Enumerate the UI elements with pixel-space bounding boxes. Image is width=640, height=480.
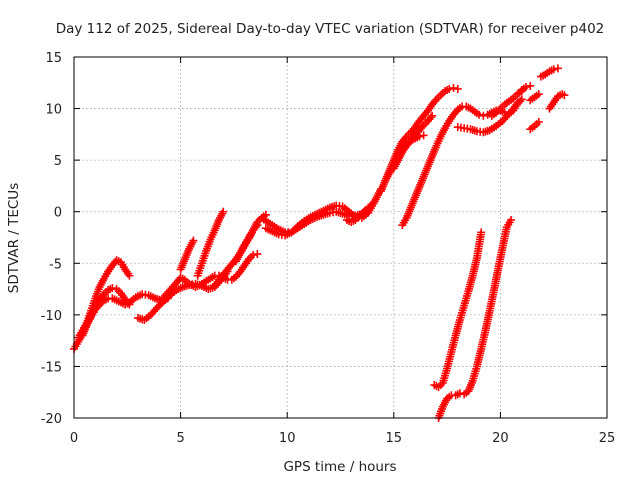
chart-title: Day 112 of 2025, Sidereal Day-to-day VTE… <box>56 21 605 37</box>
data-point <box>517 95 526 104</box>
x-tick-label: 0 <box>70 431 78 446</box>
y-tick-label: 15 <box>45 51 62 66</box>
data-point <box>534 90 543 99</box>
x-tick-label: 15 <box>386 431 403 446</box>
data-point <box>560 91 569 100</box>
data-point <box>428 111 437 120</box>
x-tick-label: 25 <box>599 431 616 446</box>
y-tick-label: -15 <box>41 360 62 375</box>
x-tick-label: 5 <box>176 431 184 446</box>
data-point <box>477 228 486 237</box>
x-tick-labels: 0 5 10 15 20 25 <box>70 431 615 446</box>
x-axis-label: GPS time / hours <box>283 459 396 475</box>
data-point <box>534 117 543 126</box>
tick-marks <box>73 56 608 419</box>
data-point <box>253 221 262 230</box>
data-point <box>507 215 516 224</box>
data-point <box>455 389 464 398</box>
y-tick-label: 10 <box>45 103 62 118</box>
data-point <box>453 84 462 93</box>
y-tick-label: -5 <box>49 257 62 272</box>
data-point <box>125 271 134 280</box>
data-point <box>253 250 262 259</box>
grid <box>74 57 607 418</box>
y-axis-label: SDTVAR / TECUs <box>6 183 22 293</box>
y-tick-label: -10 <box>41 309 62 324</box>
data-point <box>526 81 535 90</box>
data-points <box>70 64 569 423</box>
y-tick-label: -20 <box>41 412 62 427</box>
data-point <box>364 203 373 212</box>
y-tick-label: 0 <box>54 206 62 221</box>
x-tick-label: 10 <box>279 431 296 446</box>
y-tick-label: 5 <box>54 154 62 169</box>
data-point <box>108 284 117 293</box>
data-point <box>553 64 562 73</box>
data-point <box>475 110 484 119</box>
data-point <box>549 65 558 74</box>
data-point <box>249 251 258 260</box>
data-point <box>479 111 488 120</box>
data-point <box>445 84 454 93</box>
x-tick-label: 20 <box>492 431 509 446</box>
plot-frame <box>73 56 608 419</box>
data-point <box>219 207 228 216</box>
data-point <box>419 131 428 140</box>
data-point <box>261 210 270 219</box>
y-tick-labels: -20 -15 -10 -5 0 5 10 15 <box>41 51 62 427</box>
data-point <box>449 83 458 92</box>
data-point <box>521 82 530 91</box>
data-point <box>189 236 198 245</box>
